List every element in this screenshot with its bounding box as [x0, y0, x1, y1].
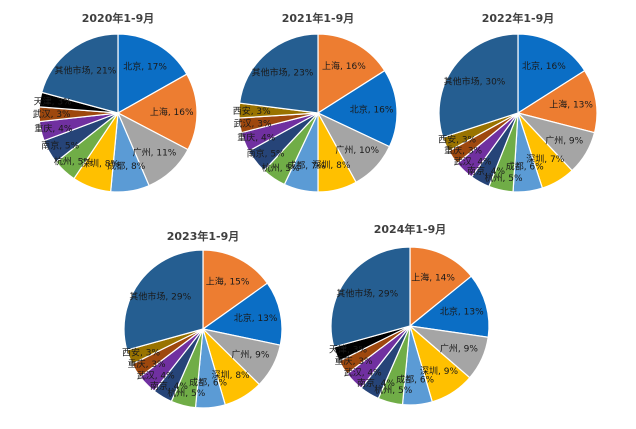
slice-label: 其他市场, 23%: [252, 67, 314, 79]
slice-label: 杭州, 5%: [374, 384, 412, 396]
slice-label: 西安, 3%: [438, 133, 476, 145]
chart-title: 2023年1-9月: [167, 229, 240, 243]
pie-slice: [117, 33, 188, 115]
slice-label: 南京, 4%: [150, 380, 188, 392]
chart-title: 2024年1-9月: [374, 222, 447, 236]
pie-slice: [116, 73, 198, 151]
slice-label: 武汉, 4%: [454, 155, 492, 167]
slice-label: 其他市场, 29%: [129, 291, 191, 303]
chart-title: 2021年1-9月: [282, 11, 355, 25]
pie-slice: [317, 33, 386, 115]
pie-slice: [409, 246, 473, 328]
slice-label: 深圳, 8%: [81, 159, 119, 170]
pie-slice: [516, 69, 598, 134]
slice-label: 杭州, 5%: [485, 172, 523, 184]
slice-label: 北京, 13%: [234, 312, 278, 324]
pie-slice: [330, 246, 411, 348]
pie-slice: [202, 249, 269, 331]
slice-label: 成都, 8%: [107, 160, 145, 172]
slice-label: 武汉, 3%: [234, 117, 272, 129]
slice-label: 成都, 7%: [287, 159, 325, 171]
chart-title: 2020年1-9月: [82, 11, 155, 25]
pie-slice: [316, 69, 398, 148]
pie-slice: [517, 33, 586, 115]
slice-label: 其他市场, 30%: [444, 75, 506, 87]
slice-label: 其他市场, 21%: [55, 64, 117, 76]
slice-label: 深圳, 9%: [420, 366, 458, 377]
slice-label: 西安, 3%: [233, 105, 271, 117]
pie-slice: [123, 249, 204, 351]
slice-label: 天津, 3%: [34, 97, 72, 108]
slice-label: 南京, 5%: [41, 140, 79, 152]
slice-label: 广州, 9%: [545, 134, 583, 146]
slice-label: 南京, 4%: [467, 165, 505, 177]
slice-label: 重庆, 3%: [444, 144, 482, 156]
slice-label: 武汉, 3%: [33, 108, 71, 120]
slice-label: 西安, 3%: [122, 347, 160, 359]
chart-title: 2022年1-9月: [482, 11, 555, 25]
slice-label: 杭州, 5%: [167, 387, 205, 399]
pie-slice: [238, 33, 319, 114]
slice-label: 天津, 3%: [329, 345, 367, 356]
slice-label: 成都, 6%: [506, 160, 544, 172]
slice-label: 深圳, 7%: [526, 154, 564, 165]
slice-label: 重庆, 3%: [128, 358, 166, 370]
slice-label: 重庆, 4%: [34, 122, 72, 134]
slice-label: 深圳, 8%: [312, 160, 350, 171]
slice-label: 武汉, 4%: [344, 367, 382, 379]
slice-label: 北京, 13%: [440, 306, 484, 318]
pie-slice: [408, 275, 490, 338]
slice-label: 南京, 5%: [247, 148, 285, 160]
slice-label: 广州, 11%: [133, 146, 177, 158]
slice-label: 上海, 14%: [411, 272, 455, 284]
pie-slice: [438, 33, 519, 139]
slice-label: 南京, 4%: [357, 377, 395, 389]
slice-label: 重庆, 3%: [335, 355, 373, 367]
pie-slice: [41, 33, 119, 114]
slice-label: 武汉, 4%: [137, 370, 175, 382]
pie-slice: [201, 282, 283, 346]
slice-label: 广州, 9%: [440, 342, 478, 354]
slice-label: 杭州, 5%: [262, 162, 300, 174]
slice-label: 重庆, 4%: [237, 131, 275, 143]
slice-label: 广州, 9%: [231, 348, 269, 360]
slice-label: 北京, 16%: [522, 60, 566, 72]
slice-label: 杭州, 5%: [54, 156, 92, 168]
slice-label: 成都, 6%: [396, 374, 434, 386]
slice-label: 上海, 15%: [206, 275, 250, 287]
slice-label: 其他市场, 29%: [336, 288, 398, 300]
slice-label: 广州, 10%: [335, 144, 379, 156]
slice-label: 上海, 13%: [549, 99, 593, 111]
slice-label: 上海, 16%: [150, 106, 194, 118]
slice-label: 北京, 17%: [123, 61, 167, 73]
slice-label: 上海, 16%: [322, 60, 366, 72]
slice-label: 深圳, 8%: [212, 370, 250, 381]
slice-label: 成都, 6%: [189, 377, 227, 389]
slice-label: 北京, 16%: [350, 104, 394, 116]
